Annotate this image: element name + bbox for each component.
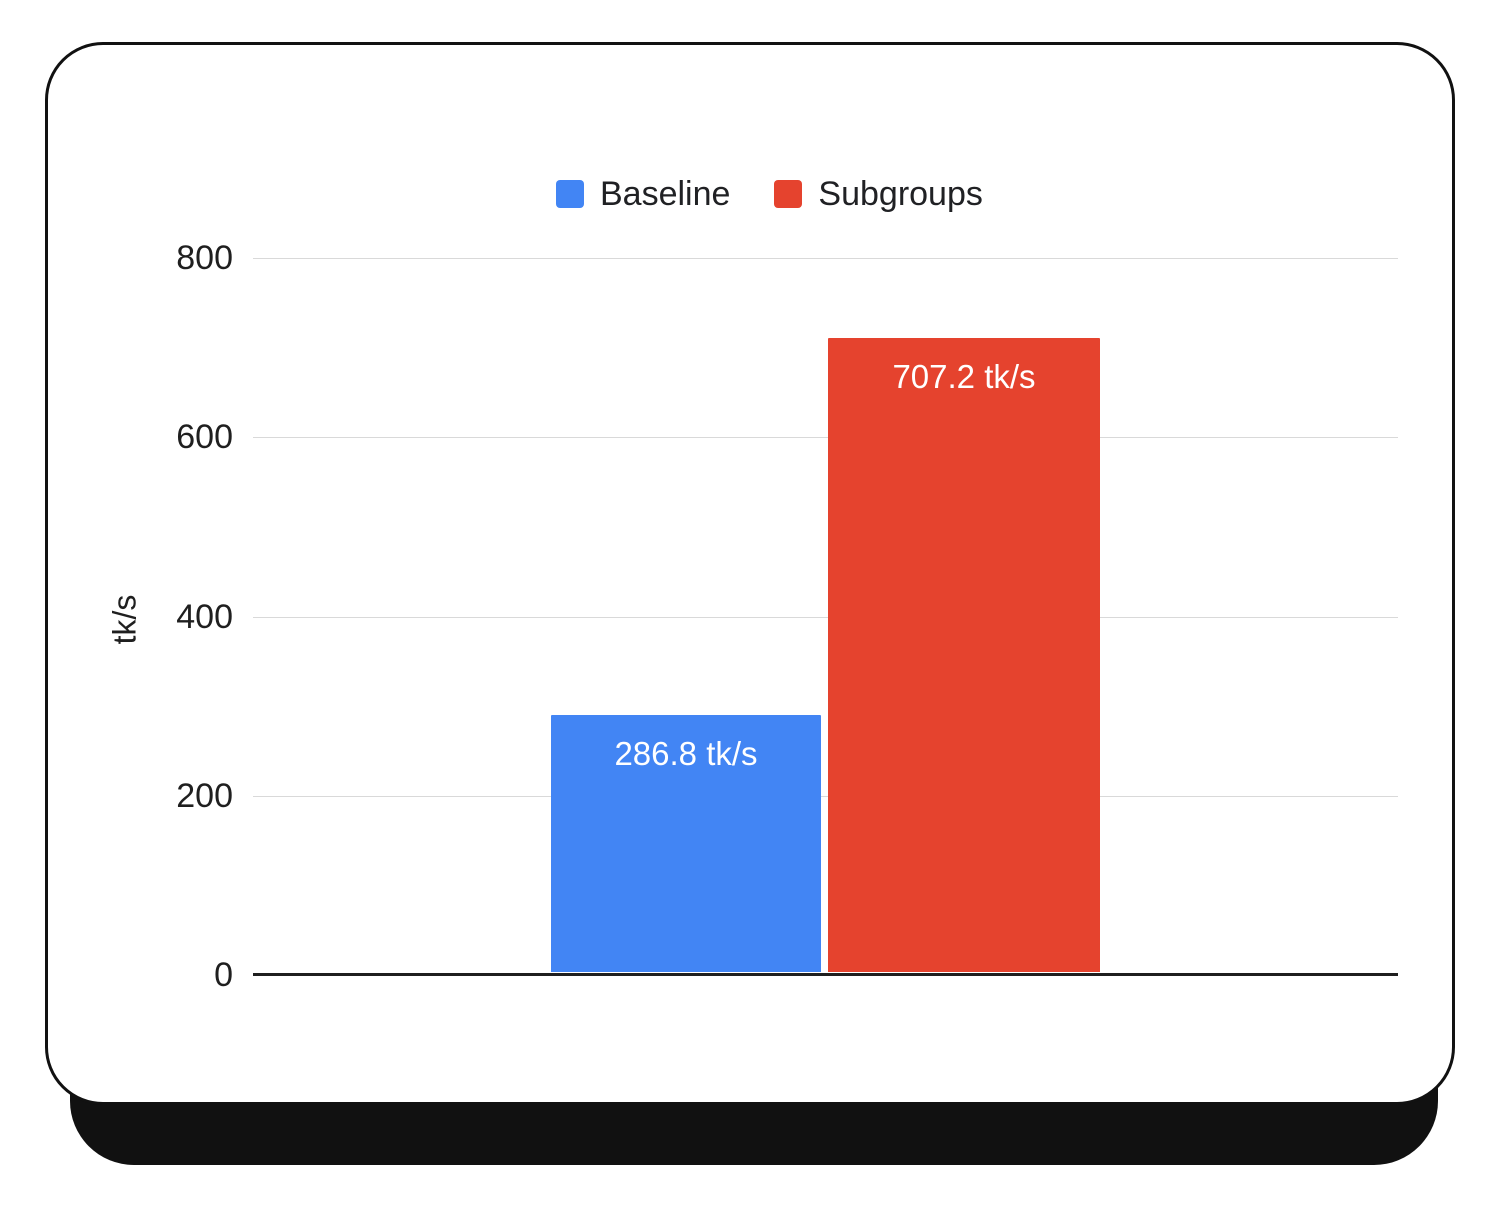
legend: Baseline Subgroups: [556, 177, 983, 211]
gridline-400: [253, 616, 1398, 618]
legend-item-baseline: Baseline: [556, 177, 730, 211]
gridline-200: [253, 795, 1398, 797]
legend-item-subgroups: Subgroups: [774, 175, 983, 213]
gridline-800: [253, 258, 1398, 259]
y-tick-label-400: 400: [176, 597, 233, 636]
bar-subgroups: 707.2 tk/s: [828, 338, 1100, 972]
bar-value-label-baseline: 286.8 tk/s: [614, 734, 758, 772]
bar-baseline: 286.8 tk/s: [551, 714, 821, 972]
legend-label-baseline: Baseline: [600, 175, 731, 213]
baseline-swatch-icon: [556, 180, 584, 208]
x-axis-line: [253, 973, 1398, 976]
bar-value-label-subgroups: 707.2 tk/s: [892, 358, 1036, 396]
subgroups-swatch-icon: [774, 180, 803, 208]
gridline-600: [253, 437, 1398, 439]
plot-area: 286.8 tk/s 707.2 tk/s 0 200 400 600 800: [176, 241, 1398, 992]
y-tick-label-200: 200: [176, 776, 233, 815]
chart-card: Baseline Subgroups tk/s 286.8 tk/s 707.2…: [45, 42, 1455, 1105]
legend-label-subgroups: Subgroups: [818, 175, 983, 213]
y-tick-label-0: 0: [214, 956, 233, 994]
y-tick-label-800: 800: [176, 239, 233, 277]
y-tick-label-600: 600: [176, 418, 233, 457]
